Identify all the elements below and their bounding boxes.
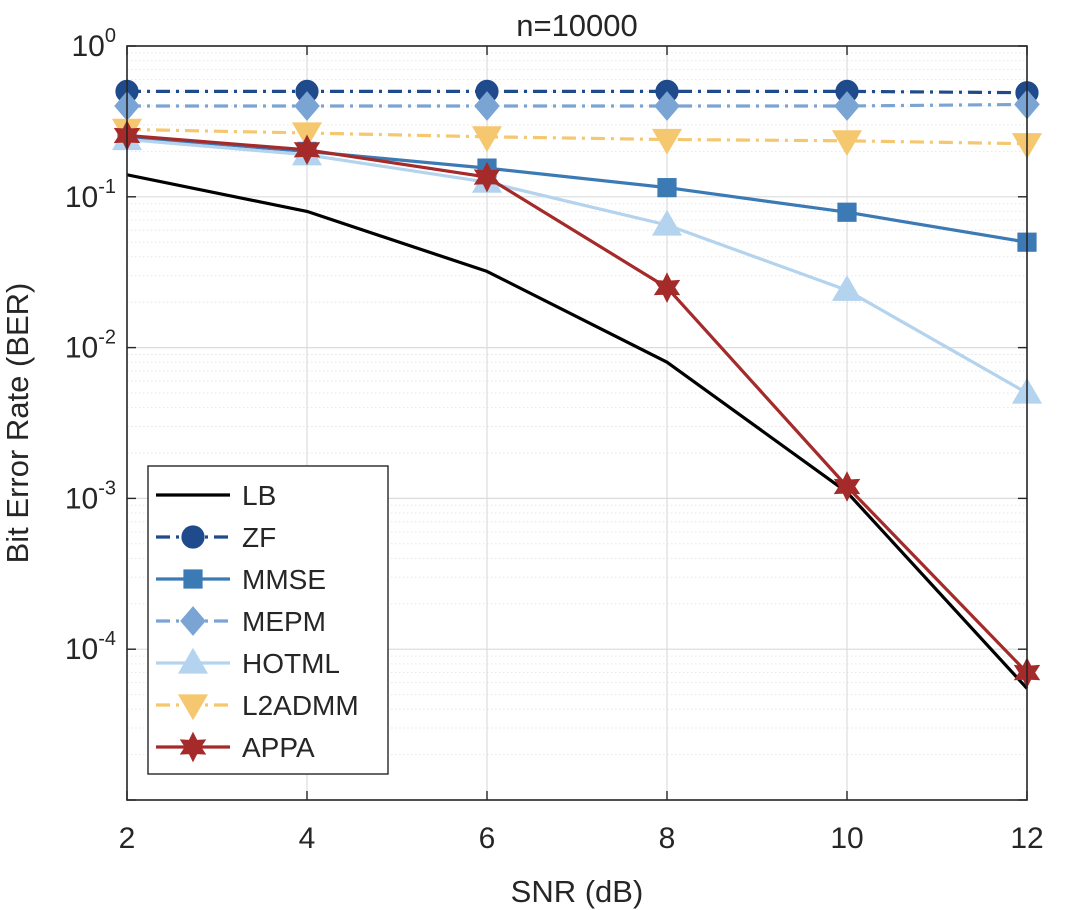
y-axis-label: Bit Error Rate (BER) — [0, 283, 35, 564]
y-tick-base: 10 — [65, 482, 98, 515]
legend-label-l2admm: L2ADMM — [242, 690, 359, 721]
chart-title: n=10000 — [516, 8, 638, 43]
legend-marker-appa — [179, 731, 207, 763]
series-line-mmse — [126, 135, 1028, 244]
data-point-hotml — [831, 275, 863, 301]
y-tick-base: 10 — [65, 181, 98, 214]
legend-label-zf: ZF — [242, 522, 276, 553]
data-point-mmse — [837, 202, 857, 222]
series-lines — [111, 79, 1043, 690]
data-point-mepm — [654, 91, 680, 121]
series-line-hotml — [126, 137, 1028, 395]
legend-marker-l2admm — [177, 694, 209, 721]
legend-label-mepm: MEPM — [242, 606, 326, 637]
series-line-zf — [127, 89, 1028, 95]
y-tick-label: 10-2 — [65, 327, 116, 365]
y-tick-exponent: 0 — [105, 25, 116, 47]
plot-area-frame — [126, 45, 1028, 801]
data-point-appa — [293, 134, 321, 166]
x-axis-label: SNR (dB) — [511, 874, 644, 909]
legend-label-hotml: HOTML — [242, 648, 340, 679]
y-tick-exponent: -2 — [98, 327, 116, 349]
y-tick-base: 10 — [65, 633, 98, 666]
legend-marker-hotml — [177, 647, 209, 674]
legend-marker-zf — [181, 525, 205, 549]
x-tick-label: 2 — [119, 822, 136, 855]
legend: LB ZF MMSE MEPM HOTML L2ADMM APPA — [147, 465, 389, 775]
y-tick-exponent: -1 — [98, 176, 116, 198]
legend-marker-mmse — [183, 569, 203, 589]
legend-label-mmse: MMSE — [242, 564, 326, 595]
data-point-l2admm — [651, 128, 683, 155]
y-tick-base: 10 — [65, 332, 98, 365]
x-tick-label: 4 — [299, 822, 316, 855]
data-point-mepm — [294, 91, 320, 121]
series-line-mepm — [127, 102, 1028, 108]
x-tick-label: 6 — [479, 822, 496, 855]
legend-marker-mepm — [180, 606, 206, 636]
data-point-mmse — [657, 178, 677, 198]
x-tick-label: 12 — [1010, 822, 1043, 855]
legend-label-appa: APPA — [242, 732, 315, 763]
y-tick-label: 100 — [72, 25, 117, 63]
data-point-hotml — [651, 209, 683, 236]
x-tick-label: 10 — [830, 822, 863, 855]
data-point-mepm — [834, 91, 860, 121]
data-point-mepm — [474, 91, 500, 121]
data-point-l2admm — [471, 126, 503, 152]
y-tick-base: 10 — [72, 30, 105, 63]
y-tick-label: 10-1 — [65, 176, 116, 214]
data-point-l2admm — [831, 130, 863, 157]
y-tick-exponent: -4 — [98, 628, 116, 650]
data-point-appa — [833, 471, 861, 502]
series-line-l2admm — [126, 127, 1028, 146]
series-line-lb — [126, 173, 1029, 690]
y-tick-label: 10-4 — [65, 628, 116, 666]
y-tick-label: 10-3 — [65, 477, 116, 515]
legend-label-lb: LB — [242, 480, 276, 511]
data-point-appa — [653, 272, 681, 303]
data-point-appa — [473, 161, 501, 193]
series-line-appa — [126, 133, 1029, 674]
x-tick-label: 8 — [659, 822, 676, 855]
y-tick-exponent: -3 — [98, 477, 116, 499]
